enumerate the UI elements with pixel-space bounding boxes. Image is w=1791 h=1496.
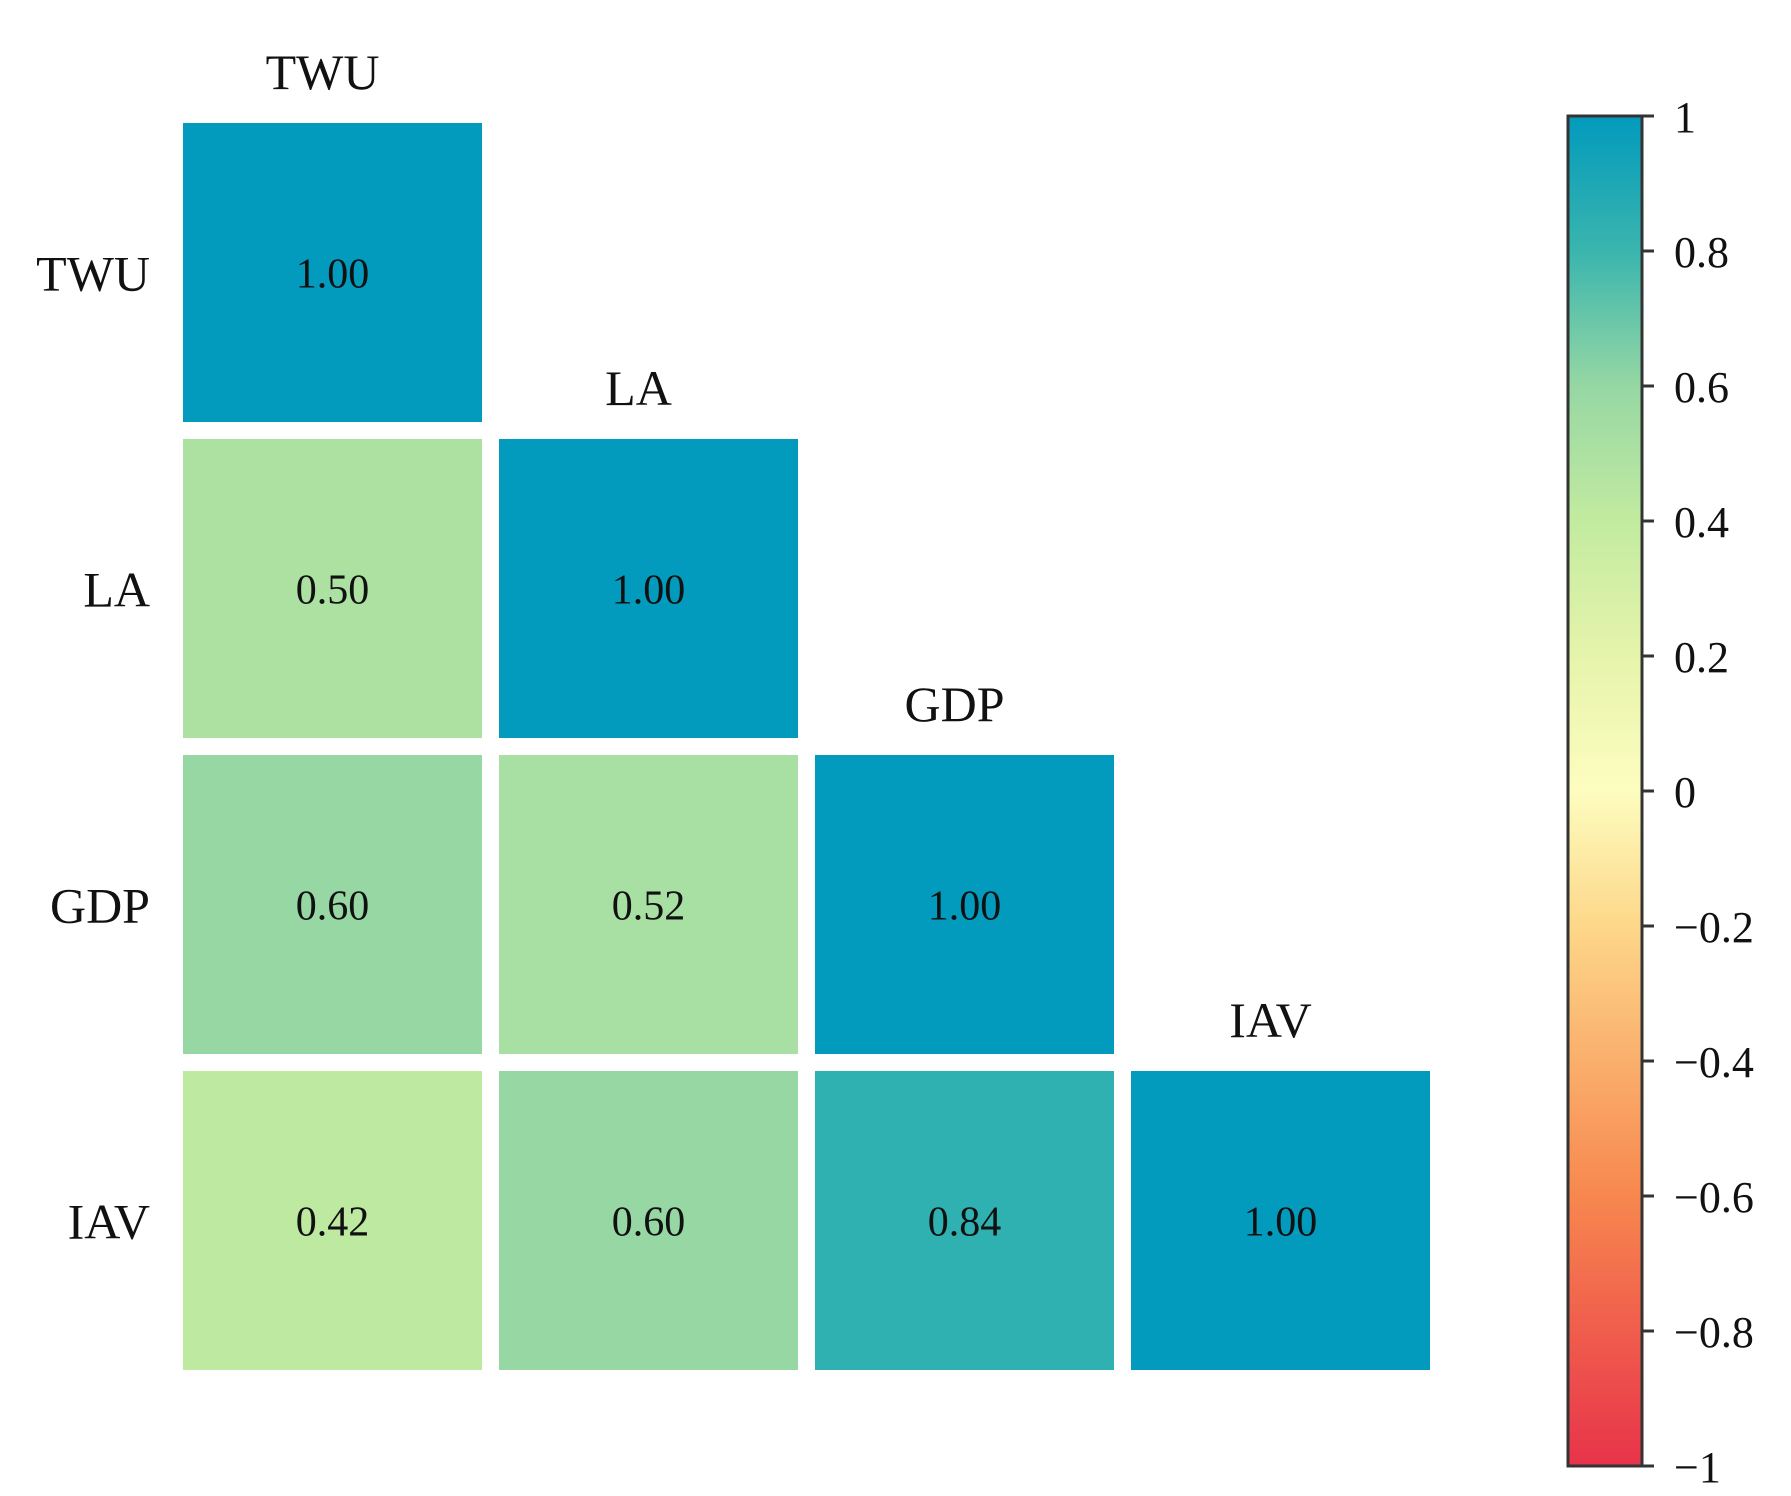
heatmap-cell-gdp-la: [499, 755, 798, 1054]
cell-value-iav-gdp: 0.84: [928, 1200, 1002, 1246]
colorbar-tick-label: −0.4: [1674, 1038, 1754, 1087]
heatmap-cell-iav-la: [499, 1071, 798, 1370]
row-labels: TWU LA GDP IAV: [36, 246, 150, 1250]
column-label-la: LA: [605, 360, 672, 416]
heatmap-cell-gdp-gdp: [815, 755, 1114, 1054]
row-label-iav: IAV: [68, 1194, 150, 1250]
heatmap-cell-la-la: [499, 439, 798, 738]
column-labels: TWU LA GDP IAV: [266, 44, 1312, 1048]
row-label-la: LA: [83, 562, 150, 618]
colorbar-tick-label: −0.2: [1674, 903, 1754, 952]
heatmap-cell-gdp-twu: [183, 755, 482, 1054]
row-label-twu: TWU: [36, 246, 150, 302]
colorbar-tick-label: −1: [1674, 1443, 1721, 1492]
cell-value-la-la: 1.00: [612, 568, 686, 614]
colorbar-tick-label: 1: [1674, 93, 1696, 142]
colorbar-tick-label: 0.4: [1674, 498, 1729, 547]
heatmap-cell-la-twu: [183, 439, 482, 738]
colorbar: 1 0.8 0.6 0.4 0.2 0 −0.2 −0.4 −0.6 −0.8 −1: [1566, 93, 1754, 1492]
heatmap-cell-iav-twu: [183, 1071, 482, 1370]
cell-value-gdp-twu: 0.60: [296, 884, 370, 930]
cell-value-iav-twu: 0.42: [296, 1200, 370, 1246]
heatmap-cell-twu-twu: [183, 123, 482, 422]
colorbar-tick-label: 0: [1674, 768, 1696, 817]
column-label-iav: IAV: [1229, 992, 1311, 1048]
heatmap-cell-iav-gdp: [815, 1071, 1114, 1370]
heatmap-cell-iav-iav: [1131, 1071, 1430, 1370]
colorbar-tick-label: −0.8: [1674, 1308, 1754, 1357]
colorbar-tick-label: 0.2: [1674, 633, 1729, 682]
cell-value-iav-iav: 1.00: [1244, 1200, 1318, 1246]
heatmap-cells: 1.00 0.50 1.00 0.60 0.52 1.00 0.42 0.60 0.84 1.00: [183, 123, 1430, 1370]
cell-value-la-twu: 0.50: [296, 568, 370, 614]
cell-value-gdp-la: 0.52: [612, 884, 686, 930]
cell-value-twu-twu: 1.00: [296, 252, 370, 298]
row-label-gdp: GDP: [50, 878, 150, 934]
colorbar-tick-label: 0.8: [1674, 228, 1729, 277]
colorbar-gradient: [1566, 114, 1644, 1468]
cell-value-gdp-gdp: 1.00: [928, 884, 1002, 930]
column-label-gdp: GDP: [904, 676, 1004, 732]
column-label-twu: TWU: [266, 44, 380, 100]
colorbar-tick-label: 0.6: [1674, 363, 1729, 412]
cell-value-iav-la: 0.60: [612, 1200, 686, 1246]
colorbar-tick-label: −0.6: [1674, 1173, 1754, 1222]
